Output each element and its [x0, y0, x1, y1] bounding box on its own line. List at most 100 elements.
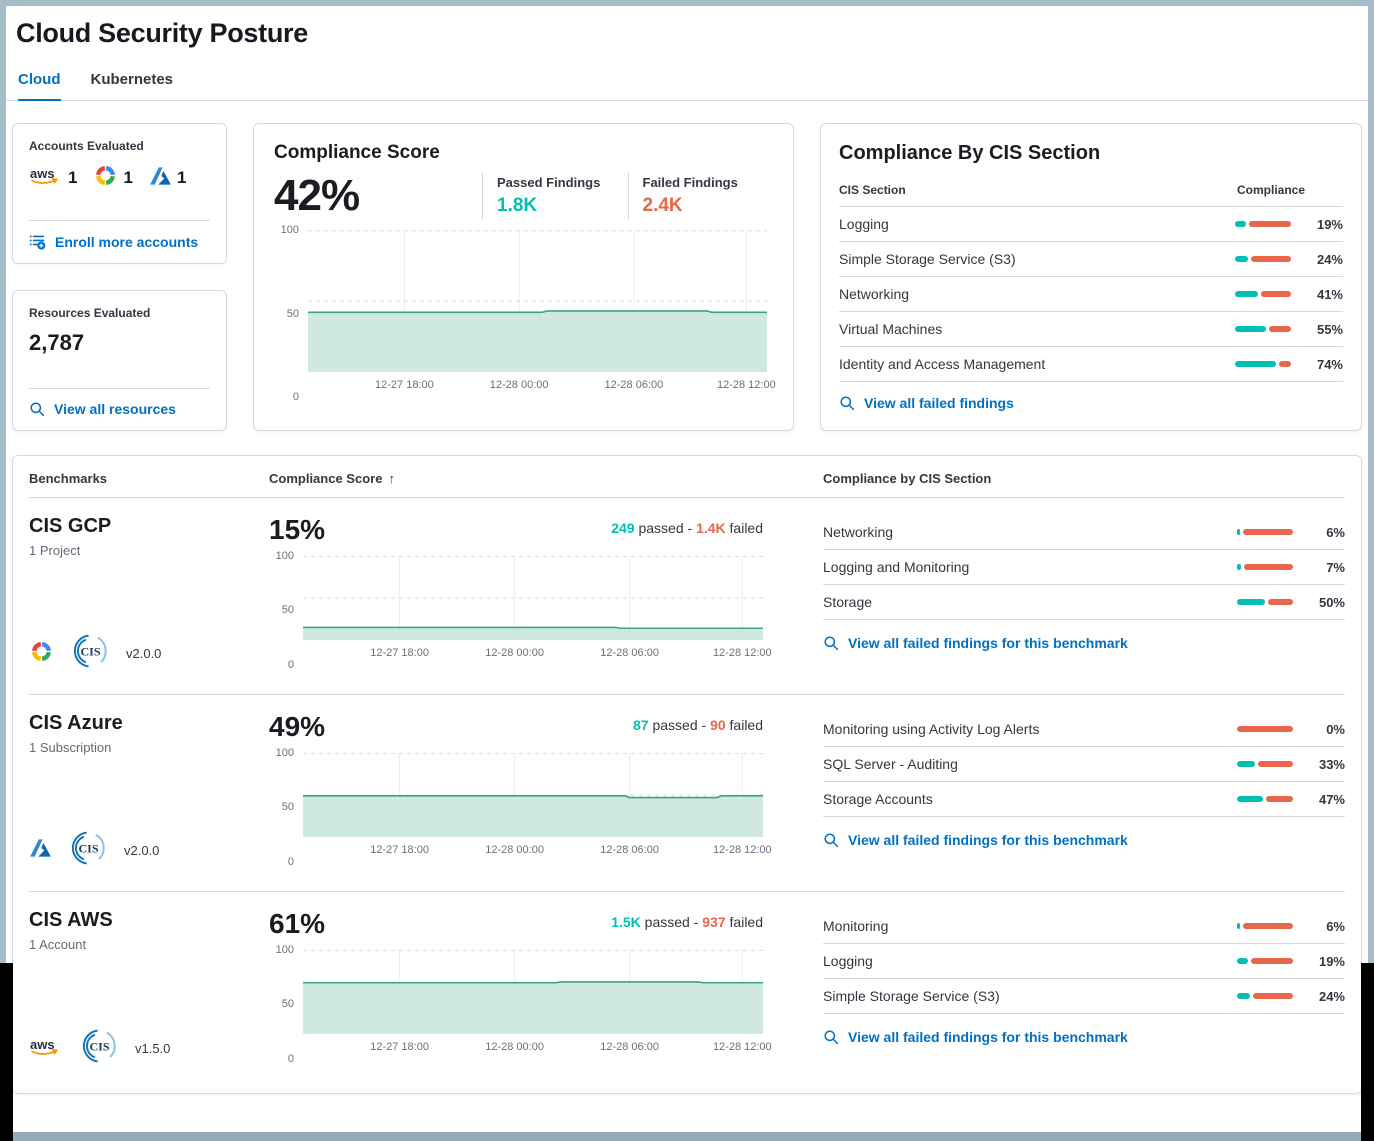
passed-findings-value: 1.8K: [497, 195, 538, 216]
divider: [29, 388, 210, 389]
compliance-percent: 50%: [1318, 594, 1345, 610]
chart-x-axis: 12-27 18:00 12-28 00:00 12-28 06:00 12-28 1…: [308, 379, 776, 397]
benchmarks-table-body: CIS GCP 1 Project CIS v2.0.0 15% 249 passed -…: [29, 498, 1345, 1089]
cis-section-name: Identity and Access Management: [839, 356, 1046, 372]
compliance-bar: [1237, 726, 1293, 732]
cis-section-row: Logging 19%: [839, 207, 1343, 242]
view-benchmark-failed-findings-label: View all failed findings for this benchm…: [848, 635, 1128, 651]
cis-section-name: Storage: [823, 594, 873, 610]
view-benchmark-failed-findings-link[interactable]: View all failed findings for this benchm…: [823, 635, 1128, 651]
chart-x-axis: 12-27 18:00 12-28 00:00 12-28 06:00 12-28 1…: [303, 646, 771, 665]
benchmark-row-cis-azure: CIS Azure 1 Subscription CIS v2.0.0 49% 87 pa…: [29, 695, 1345, 892]
accounts-evaluated-card: Accounts Evaluated aws 1 1 1 Enroll more ac…: [12, 123, 227, 264]
cis-section-name: Logging: [839, 216, 889, 232]
chart-y-axis: 100 50 0: [269, 944, 303, 1065]
compliance-bar: [1235, 361, 1291, 367]
compliance-column-header: Compliance: [1237, 183, 1306, 197]
x-axis-tick: 12-28 06:00: [604, 379, 664, 392]
benchmark-passed-failed: 249 passed - 1.4K failed: [611, 520, 763, 536]
y-axis-tick: 100: [280, 224, 299, 237]
tab-kubernetes[interactable]: Kubernetes: [90, 71, 174, 88]
x-axis-tick: 12-28 06:00: [600, 1040, 659, 1053]
benchmark-row-cis-gcp: CIS GCP 1 Project CIS v2.0.0 15% 249 passed -…: [29, 498, 1345, 695]
search-icon: [823, 635, 839, 651]
cis-section-name: Storage Accounts: [823, 791, 933, 807]
svg-text:aws: aws: [30, 1037, 55, 1052]
failed-count: 937: [702, 914, 726, 930]
benchmark-trend-chart: 100 50 0 12-27 18:00 12-28 00:00 12-28 06:00 1…: [269, 747, 772, 868]
x-axis-tick: 12-27 18:00: [370, 646, 429, 659]
account-provider-count: 1: [149, 166, 186, 191]
cis-section-name: Simple Storage Service (S3): [823, 988, 1000, 1004]
compliance-percent: 24%: [1318, 988, 1345, 1004]
compliance-percent: 0%: [1326, 721, 1345, 737]
cis-section-name: Simple Storage Service (S3): [839, 251, 1016, 267]
search-icon: [839, 395, 855, 411]
benchmark-name: CIS AWS: [29, 909, 113, 931]
cis-logo: CIS: [72, 633, 108, 674]
compliance-bar: [1237, 599, 1293, 605]
compliance-score-trend-chart: 100 50 0 12-27 18:00 12-28 00:00 12-28 06:00 1…: [274, 224, 776, 403]
aws-logo: aws: [29, 165, 63, 191]
benchmark-score: 61%: [269, 908, 326, 939]
compliance-percent: 33%: [1318, 756, 1345, 772]
x-axis-tick: 12-27 18:00: [370, 843, 429, 856]
cis-section-row: Storage 50%: [823, 585, 1345, 620]
benchmark-scope: 1 Account: [29, 937, 87, 952]
view-all-failed-findings-link[interactable]: View all failed findings: [839, 395, 1014, 411]
cis-table-header: CIS Section Compliance: [839, 183, 1343, 207]
enroll-more-accounts-link[interactable]: Enroll more accounts: [29, 233, 210, 250]
view-benchmark-failed-findings-link[interactable]: View all failed findings for this benchm…: [823, 1029, 1128, 1045]
cis-section-row: Monitoring using Activity Log Alerts 0%: [823, 712, 1345, 747]
account-provider-count: aws 1: [29, 165, 77, 191]
account-count: 1: [68, 168, 78, 187]
accounts-list: aws 1 1 1: [29, 165, 210, 191]
view-benchmark-failed-findings-link[interactable]: View all failed findings for this benchm…: [823, 832, 1128, 848]
passed-count: 249: [611, 520, 635, 536]
compliance-by-cis-column-header: Compliance by CIS Section: [823, 471, 992, 486]
cis-section-name: Virtual Machines: [839, 321, 943, 337]
chart-y-axis: 100 50 0: [269, 550, 303, 671]
compliance-bar: [1237, 564, 1293, 570]
cis-section-name: Monitoring using Activity Log Alerts: [823, 721, 1040, 737]
cis-section-row: Networking 6%: [823, 515, 1345, 550]
y-axis-tick: 100: [275, 943, 294, 956]
failed-count: 1.4K: [696, 520, 726, 536]
window-frame-bottom: [0, 1132, 1374, 1141]
cloud-security-posture-page: Cloud Security Posture Cloud Kubernetes …: [6, 6, 1368, 1132]
aws-logo: aws: [29, 1036, 63, 1062]
svg-text:CIS: CIS: [78, 842, 98, 856]
compliance-by-cis-card: Compliance By CIS Section CIS Section Co…: [820, 123, 1362, 431]
chart-y-axis: 100 50 0: [274, 224, 308, 403]
compliance-bar: [1237, 923, 1293, 929]
benchmark-scope: 1 Subscription: [29, 740, 112, 755]
account-count: 1: [176, 168, 187, 187]
cis-section-row: Simple Storage Service (S3) 24%: [839, 242, 1343, 277]
compliance-percent: 19%: [1318, 953, 1345, 969]
benchmark-score: 15%: [269, 514, 326, 545]
compliance-bar: [1237, 761, 1293, 767]
x-axis-tick: 12-28 12:00: [712, 1040, 772, 1053]
compliance-bar: [1235, 256, 1291, 262]
compliance-score-column-header[interactable]: Compliance Score ↑: [269, 471, 395, 486]
y-axis-tick: 0: [287, 1052, 294, 1065]
view-benchmark-failed-findings-label: View all failed findings for this benchm…: [848, 1029, 1128, 1045]
cis-logo: CIS: [70, 830, 106, 871]
chart-plot-area: [303, 753, 763, 837]
cis-section-table: Logging 19% Simple Storage Service (S3) 24%…: [839, 207, 1343, 382]
compliance-percent: 6%: [1326, 918, 1345, 934]
tab-cloud[interactable]: Cloud: [18, 71, 61, 101]
y-axis-tick: 100: [275, 746, 294, 759]
x-axis-tick: 12-28 00:00: [489, 379, 549, 392]
account-provider-count: 1: [93, 165, 133, 191]
tab-bar: Cloud Kubernetes: [6, 71, 1368, 101]
window-frame-top: [0, 0, 1374, 6]
x-axis-tick: 12-28 12:00: [712, 843, 772, 856]
cis-section-row: Logging and Monitoring 7%: [823, 550, 1345, 585]
view-benchmark-failed-findings-label: View all failed findings for this benchm…: [848, 832, 1128, 848]
view-all-resources-label: View all resources: [54, 401, 176, 417]
view-all-resources-link[interactable]: View all resources: [29, 401, 210, 417]
compliance-percent: 7%: [1326, 559, 1345, 575]
compliance-percent: 74%: [1316, 356, 1343, 372]
